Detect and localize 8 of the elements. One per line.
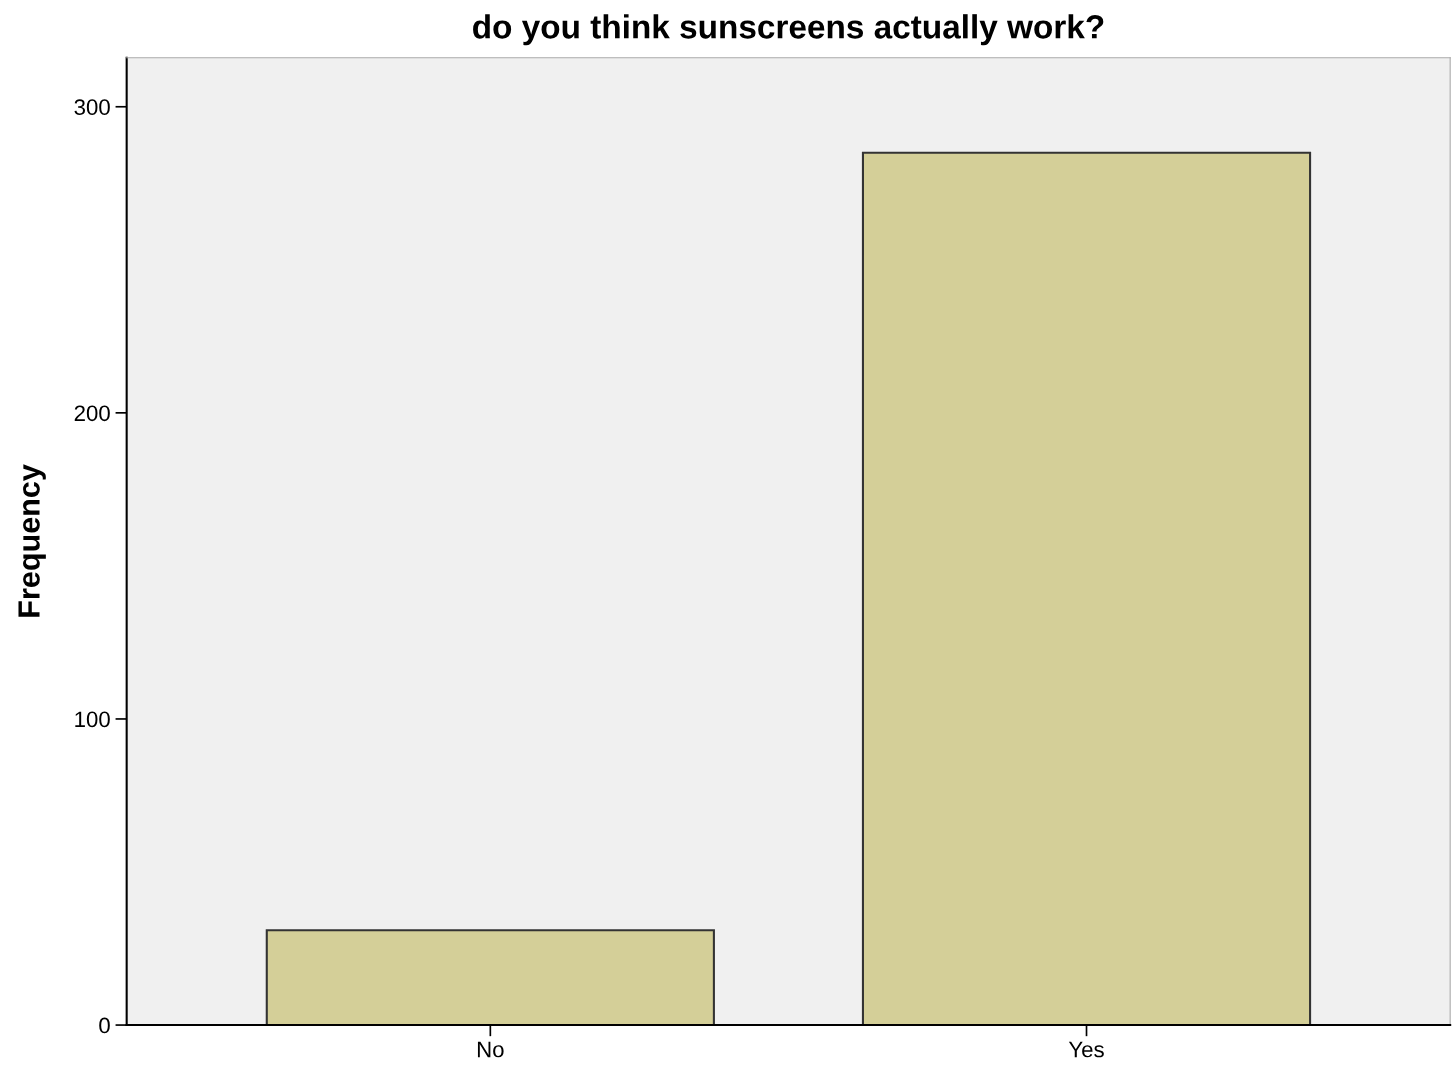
y-axis-title: Frequency	[18, 464, 46, 617]
y-tick-label: 100	[75, 711, 110, 728]
x-tick-label: No	[477, 1041, 504, 1058]
y-tick-label: 0	[99, 1017, 110, 1034]
x-tick-label: Yes	[1068, 1041, 1104, 1058]
y-tick-label: 200	[74, 405, 110, 422]
chart-title: do you think sunscreens actually work?	[473, 14, 1104, 46]
y-tick-label: 300	[74, 99, 110, 116]
